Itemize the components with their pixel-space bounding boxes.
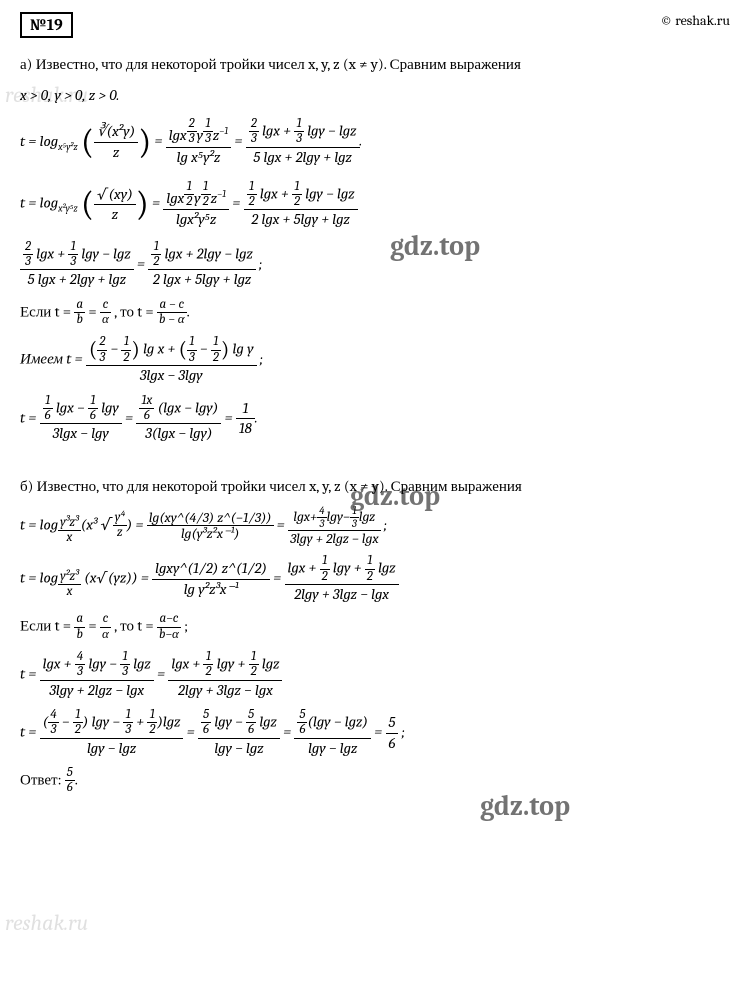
- part-a-rule: Если t = ab = cα , то t = a − cb − α.: [20, 298, 730, 328]
- part-b-answer: Ответ: 56.: [20, 766, 730, 796]
- watermark-reshak-2: reshak.ru: [5, 910, 88, 936]
- problem-number: №19: [20, 12, 73, 38]
- part-a-eq1: t = logx⁵y²z (∛(x²y)z) = lgx23y13z−1lg x…: [20, 115, 730, 169]
- part-b-eq1: t = logy³z³x(x³ √y⁴z) = lg(xy^(4/3) z^(−…: [20, 505, 730, 547]
- part-a-eq3: 23 lgx + 13 lgy − lgz5 lgx + 2lgy + lgz …: [20, 240, 730, 290]
- part-a-eq6: t = 16 lgx − 16 lgy3lgx − lgy = 1x6 (lgx…: [20, 394, 730, 444]
- part-b-eq4: t = lgx + 43 lgy − 13 lgz3lgy + 2lgz − l…: [20, 650, 730, 700]
- part-a-intro: а) Известно, что для некоторой тройки чи…: [20, 54, 730, 75]
- part-b-rule: Если t = ab = cα , то t = a−cb−α ;: [20, 612, 730, 642]
- part-a-eq2: t = logx²y⁵z (√(xy)z) = lgx12y12z−1lgx²y…: [20, 177, 730, 231]
- part-a-eq5: Имеем t = (23 − 12) lg x + (13 − 12) lg …: [20, 335, 730, 385]
- copyright: © reshak.ru: [660, 12, 730, 29]
- eq1-lhs: t = logx⁵y²z: [20, 132, 78, 150]
- part-a-conditions: x > 0, y > 0, z > 0.: [20, 83, 730, 107]
- part-b-eq2: t = logy²z³x (x√(yz)) = lgxy^(1/2) z^(1/…: [20, 554, 730, 604]
- part-b-eq5: t = (43 − 12) lgy − 13 + 12)lgzlgy − lgz…: [20, 708, 730, 758]
- part-b-intro: б) Известно, что для некоторой тройки чи…: [20, 476, 730, 497]
